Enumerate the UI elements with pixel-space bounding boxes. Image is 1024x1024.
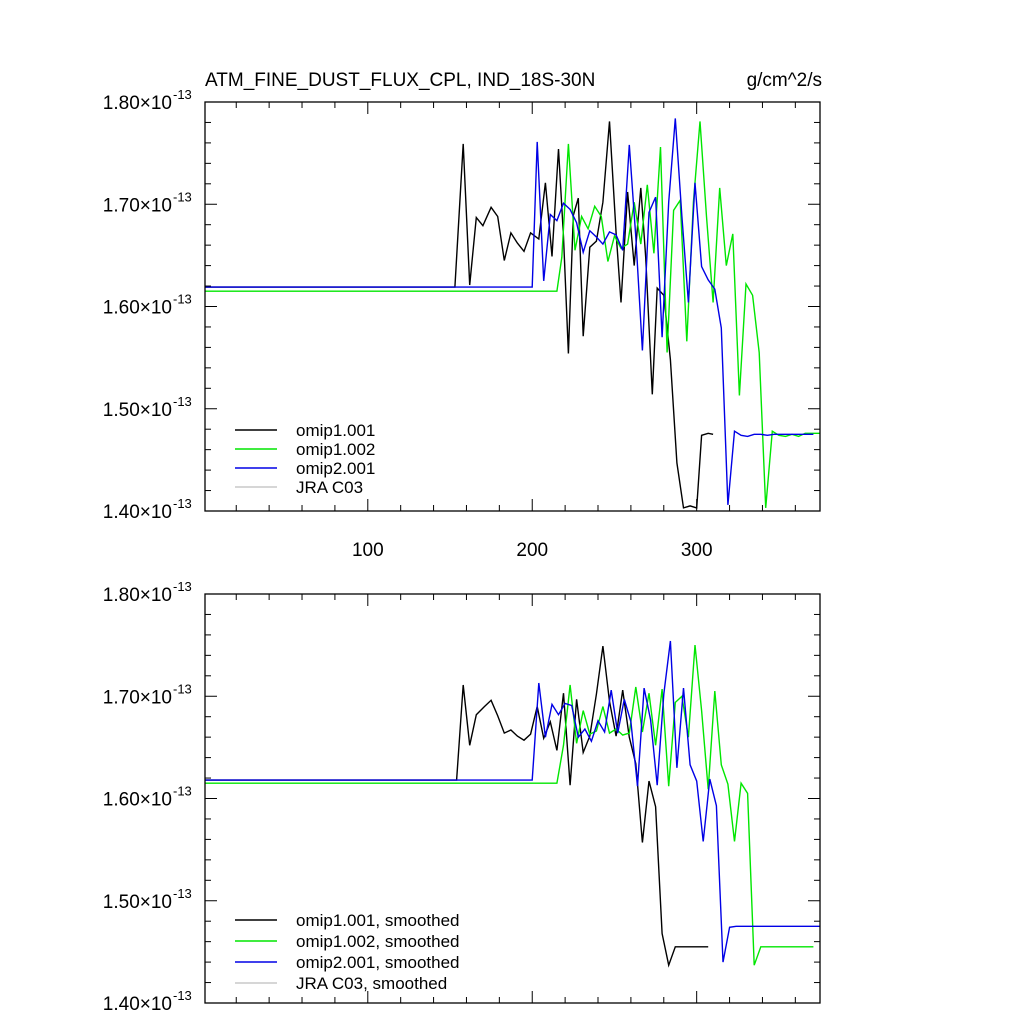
y-tick-label: 1.70×10 bbox=[103, 687, 172, 708]
x-tick-label: 200 bbox=[516, 540, 548, 561]
y-tick-exponent: -13 bbox=[173, 579, 192, 594]
series-line-0 bbox=[205, 646, 709, 968]
y-tick-exponent: -13 bbox=[173, 496, 192, 511]
x-tick-label: 300 bbox=[681, 540, 713, 561]
bottom-panel: 1.40×10 -131.50×10 -131.60×10 -131.70×10 -13… bbox=[103, 579, 821, 1015]
legend-label: JRA C03, smoothed bbox=[296, 974, 447, 993]
chart-units: g/cm^2/s bbox=[747, 70, 822, 91]
y-tick-label: 1.50×10 bbox=[103, 400, 172, 421]
y-tick-label: 1.50×10 bbox=[103, 892, 172, 913]
series-line-2 bbox=[205, 118, 814, 505]
y-tick-label: 1.40×10 bbox=[103, 502, 172, 523]
y-tick-label: 1.60×10 bbox=[103, 790, 172, 811]
y-tick-label: 1.70×10 bbox=[103, 195, 172, 216]
legend-label: omip2.001, smoothed bbox=[296, 953, 460, 972]
y-tick-label: 1.40×10 bbox=[103, 994, 172, 1015]
y-tick-exponent: -13 bbox=[173, 87, 192, 102]
legend-label: omip1.001, smoothed bbox=[296, 911, 460, 930]
legend-label: JRA C03 bbox=[296, 478, 363, 497]
y-tick-exponent: -13 bbox=[173, 784, 192, 799]
legend-label: omip1.001 bbox=[296, 421, 375, 440]
y-tick-label: 1.80×10 bbox=[103, 93, 172, 114]
series-line-2 bbox=[205, 640, 820, 963]
y-tick-exponent: -13 bbox=[173, 292, 192, 307]
x-tick-label: 100 bbox=[352, 540, 384, 561]
series-line-1 bbox=[205, 121, 820, 508]
top-panel: ATM_FINE_DUST_FLUX_CPL, IND_18S-30N g/cm… bbox=[103, 70, 822, 561]
series-line-0 bbox=[205, 121, 714, 509]
chart-title: ATM_FINE_DUST_FLUX_CPL, IND_18S-30N bbox=[205, 70, 595, 91]
y-tick-label: 1.60×10 bbox=[103, 298, 172, 319]
y-tick-exponent: -13 bbox=[173, 988, 192, 1003]
y-tick-label: 1.80×10 bbox=[103, 585, 172, 606]
y-tick-exponent: -13 bbox=[173, 681, 192, 696]
y-tick-exponent: -13 bbox=[173, 394, 192, 409]
legend-label: omip2.001 bbox=[296, 459, 375, 478]
plot-frame bbox=[204, 101, 821, 512]
y-tick-exponent: -13 bbox=[173, 189, 192, 204]
legend-label: omip1.002 bbox=[296, 440, 375, 459]
plot-frame bbox=[204, 593, 821, 1004]
legend-label: omip1.002, smoothed bbox=[296, 932, 460, 951]
y-tick-exponent: -13 bbox=[173, 886, 192, 901]
